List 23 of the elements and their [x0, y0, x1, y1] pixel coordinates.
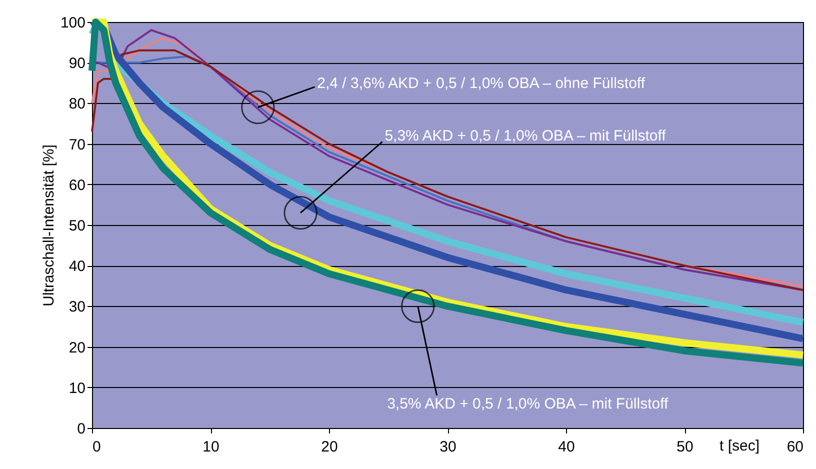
- annotation: 2,4 / 3,6% AKD + 0,5 / 1,0% OBA – ohne Füllstoff: [317, 74, 646, 92]
- y-tick-label: 80: [68, 96, 86, 113]
- annotation: 5,3% AKD + 0,5 / 1,0% OBA – mit Füllstoff: [384, 128, 667, 145]
- y-tick-label: 10: [68, 380, 86, 397]
- x-tick-label: 50: [676, 438, 694, 456]
- y-tick-label: 50: [68, 218, 86, 234]
- y-tick-label: 90: [68, 55, 86, 72]
- x-tick-label: 40: [558, 438, 575, 456]
- y-tick-label: 0: [77, 420, 86, 438]
- x-tick-label: 60: [786, 438, 804, 456]
- annotation: 3,5% AKD + 0,5 / 1,0% OBA – mit Füllstoff: [387, 396, 670, 413]
- y-axis-title: Ultraschall-Intensität [%]: [40, 144, 58, 306]
- y-tick-label: 70: [68, 136, 86, 154]
- y-tick-label: 100: [60, 14, 86, 32]
- x-tick-label: 10: [202, 438, 220, 456]
- y-tick-label: 40: [68, 258, 86, 276]
- y-tick-label: 30: [68, 298, 86, 316]
- x-axis-title: t [sec]: [720, 438, 760, 454]
- y-tick-label: 20: [68, 339, 86, 356]
- x-tick-label: 0: [92, 438, 101, 456]
- y-tick-label: 60: [68, 176, 86, 194]
- x-tick-label: 30: [440, 438, 456, 456]
- x-tick-label: 20: [321, 438, 338, 456]
